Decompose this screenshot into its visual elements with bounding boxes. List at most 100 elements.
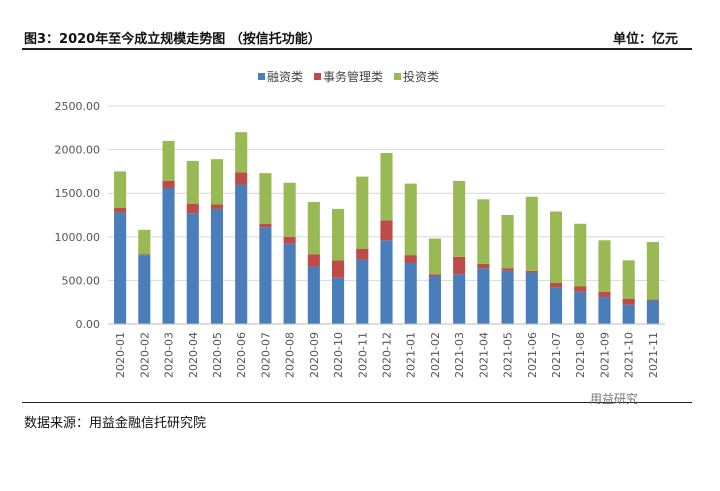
bar-segment	[549, 287, 563, 324]
x-tick-label: 2020-09	[308, 332, 321, 378]
bar-segment	[307, 201, 320, 255]
bar-segment	[162, 140, 175, 181]
bar-segment	[210, 204, 224, 209]
x-tick-label: 2020-08	[284, 332, 297, 378]
bottom-divider	[22, 402, 692, 403]
bar-segment	[428, 238, 441, 275]
x-tick-label: 2020-04	[187, 332, 200, 378]
bar-segment	[380, 240, 393, 324]
chart-title: 图3：2020年至今成立规模走势图 （按信托功能）	[24, 32, 321, 47]
bar-segment	[114, 208, 127, 213]
bar-segment	[477, 263, 490, 269]
bar-segment	[549, 211, 563, 284]
bar-segment	[525, 196, 538, 271]
x-tick-label: 2020-06	[235, 332, 248, 378]
legend-swatch	[314, 73, 321, 80]
bar-segment	[453, 180, 466, 257]
bar-segment	[332, 208, 345, 261]
bar-segment	[404, 183, 417, 256]
bar-segment	[210, 208, 224, 324]
legend-label: 融资类	[267, 70, 303, 84]
bar-segment	[356, 249, 369, 260]
bar-segment	[356, 259, 369, 324]
x-tick-label: 2020-12	[381, 332, 394, 378]
x-tick-label: 2021-06	[526, 332, 539, 378]
bar-segment	[356, 176, 369, 250]
x-tick-label: 2021-09	[598, 332, 611, 378]
x-tick-label: 2021-03	[453, 332, 466, 378]
x-tick-label: 2021-02	[429, 332, 442, 378]
bar-segment	[138, 229, 151, 255]
bar-segment	[453, 274, 466, 324]
bar-segment	[477, 199, 490, 264]
bar-segment	[283, 236, 296, 244]
bar-segment	[428, 276, 441, 324]
bar-segment	[622, 304, 635, 324]
top-divider	[22, 48, 692, 50]
bar-segment	[501, 215, 514, 269]
x-tick-label: 2021-04	[477, 332, 490, 378]
bar-segment	[574, 286, 587, 292]
bar-segment	[186, 160, 199, 204]
unit-label: 单位：亿元	[612, 32, 678, 47]
x-tick-label: 2021-10	[623, 332, 636, 378]
y-tick-label: 1000.00	[55, 231, 101, 244]
y-tick-label: 1500.00	[55, 187, 101, 200]
bar-segment	[380, 220, 393, 241]
bar-segment	[259, 173, 272, 224]
bar-segment	[501, 268, 514, 271]
watermark: 用益研究	[590, 392, 639, 406]
x-tick-label: 2020-11	[356, 332, 369, 378]
bar-segment	[307, 254, 320, 267]
bar-segment	[574, 291, 587, 324]
bar-segment	[332, 260, 345, 278]
bar-segment	[428, 274, 441, 277]
bar-segment	[259, 223, 272, 228]
bar-segment	[114, 212, 127, 324]
x-tick-label: 2020-10	[332, 332, 345, 378]
y-tick-label: 500.00	[62, 274, 101, 287]
legend-swatch	[394, 73, 401, 80]
bar-segment	[186, 203, 199, 214]
x-tick-label: 2020-05	[211, 332, 224, 378]
bar-segment	[283, 182, 296, 237]
bar-segment	[525, 270, 538, 273]
bar-segment	[380, 153, 393, 221]
bar-segment	[283, 243, 296, 324]
bar-segment	[210, 159, 224, 205]
bar-segment	[549, 283, 563, 288]
bar-segment	[307, 266, 320, 324]
bar-segment	[646, 242, 659, 300]
bar-segment	[501, 270, 514, 324]
bar-segment	[598, 291, 611, 297]
x-tick-label: 2020-02	[138, 332, 151, 378]
bar-segment	[138, 255, 151, 324]
bar-segment	[646, 299, 659, 301]
bar-segment	[332, 277, 345, 324]
bar-segment	[114, 171, 127, 209]
bar-segment	[477, 268, 490, 324]
bar-segment	[453, 256, 466, 275]
y-tick-label: 0.00	[76, 318, 101, 331]
bar-segment	[235, 172, 248, 185]
bar-segment	[598, 296, 611, 324]
bar-segment	[162, 180, 175, 188]
x-tick-label: 2021-11	[647, 332, 660, 378]
bar-segment	[404, 262, 417, 324]
bar-segment	[162, 187, 175, 324]
x-tick-label: 2021-08	[574, 332, 587, 378]
bar-segment	[138, 254, 151, 256]
x-tick-label: 2021-07	[550, 332, 563, 378]
x-tick-label: 2021-01	[405, 332, 418, 378]
x-tick-label: 2020-03	[163, 332, 176, 378]
bar-segment	[404, 255, 417, 263]
bar-segment	[574, 223, 587, 287]
x-tick-label: 2021-05	[502, 332, 515, 378]
bar-segment	[186, 213, 199, 324]
bar-segment	[622, 298, 635, 305]
y-tick-label: 2000.00	[55, 144, 101, 157]
y-tick-label: 2500.00	[55, 100, 101, 113]
bar-segment	[235, 132, 248, 173]
legend-label: 投资类	[403, 69, 439, 84]
